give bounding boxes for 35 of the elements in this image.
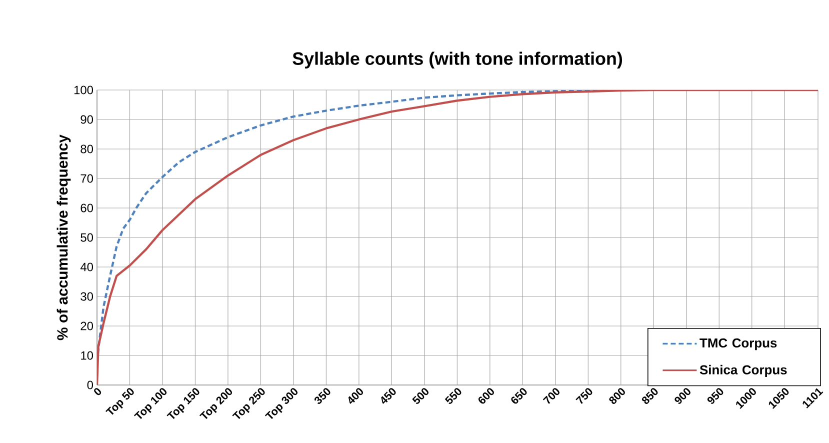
y-tick-label: 60 — [80, 204, 94, 212]
y-tick-label: 40 — [80, 262, 94, 272]
x-tick-label: Top 200 — [199, 388, 232, 419]
y-tick-label: 20 — [80, 322, 94, 330]
x-tick-label: 650 — [511, 388, 527, 404]
chart-title: Syllable counts (with tone information) — [292, 52, 622, 68]
y-tick-label: 50 — [80, 233, 94, 242]
y-tick-label: 0 — [87, 380, 94, 390]
x-tick-label: 400 — [348, 388, 363, 404]
x-tick-label: 850 — [642, 388, 658, 404]
x-tick-label: 350 — [314, 388, 330, 404]
x-tick-label: 500 — [412, 388, 428, 404]
y-tick-label: 90 — [80, 115, 94, 124]
y-tick-label: 100 — [74, 86, 94, 94]
x-tick-label: Top 100 — [134, 388, 167, 419]
y-axis-title: % of accumulative frequency — [56, 134, 71, 340]
x-tick-label: 450 — [381, 388, 396, 404]
x-tick-label: 800 — [609, 388, 625, 404]
legend-label: TMC Corpus — [700, 338, 777, 350]
x-tick-label: 600 — [478, 388, 494, 404]
y-tick-label: 80 — [80, 144, 94, 154]
x-tick-label: Top 250 — [232, 388, 265, 419]
x-tick-label: Top 50 — [106, 388, 134, 415]
legend-label: Sinica Corpus — [700, 364, 787, 377]
x-tick-label: 550 — [444, 388, 462, 404]
y-tick-label: 30 — [80, 292, 94, 301]
x-tick-label: 700 — [542, 388, 560, 404]
x-tick-label: 750 — [576, 388, 592, 404]
x-tick-label: Top 300 — [264, 388, 298, 419]
x-tick-label: 950 — [707, 388, 724, 404]
x-tick-label: Top 150 — [166, 388, 200, 419]
x-tick-label: 900 — [674, 388, 690, 404]
x-tick-label: 0 — [94, 388, 102, 396]
y-tick-label: 10 — [81, 351, 94, 360]
y-tick-label: 70 — [80, 174, 94, 183]
